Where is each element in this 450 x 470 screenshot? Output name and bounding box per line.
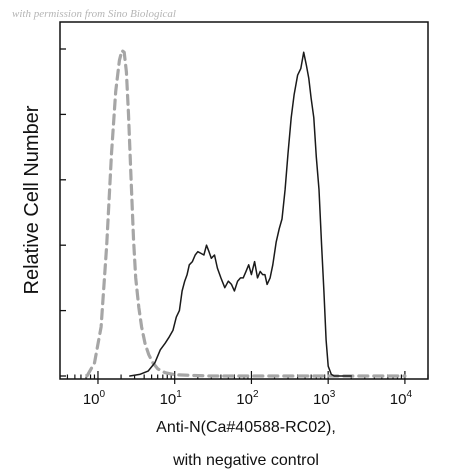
x-tick-label-4: 104 xyxy=(390,389,413,408)
series-layer xyxy=(85,48,407,378)
y-axis-label: Relative Cell Number xyxy=(21,105,43,294)
y-axis-ticks xyxy=(60,48,66,377)
watermark-text: with permission from Sino Biological xyxy=(12,8,176,20)
x-tick-label-3: 103 xyxy=(313,389,336,408)
x-tick-label-0: 100 xyxy=(83,389,106,408)
plot-frame xyxy=(59,21,429,380)
x-axis-tick-labels: 100 101 102 103 104 xyxy=(83,389,413,408)
x-tick-label-1: 101 xyxy=(160,389,183,408)
plot-area xyxy=(59,21,429,384)
antibody-curve xyxy=(129,51,353,377)
x-tick-label-2: 102 xyxy=(236,389,259,408)
negative-control-curve xyxy=(85,48,407,378)
x-axis-label-line1: Anti-N(Ca#40588-RC02), xyxy=(156,419,336,436)
x-axis-label-line2: with negative control xyxy=(172,452,319,469)
